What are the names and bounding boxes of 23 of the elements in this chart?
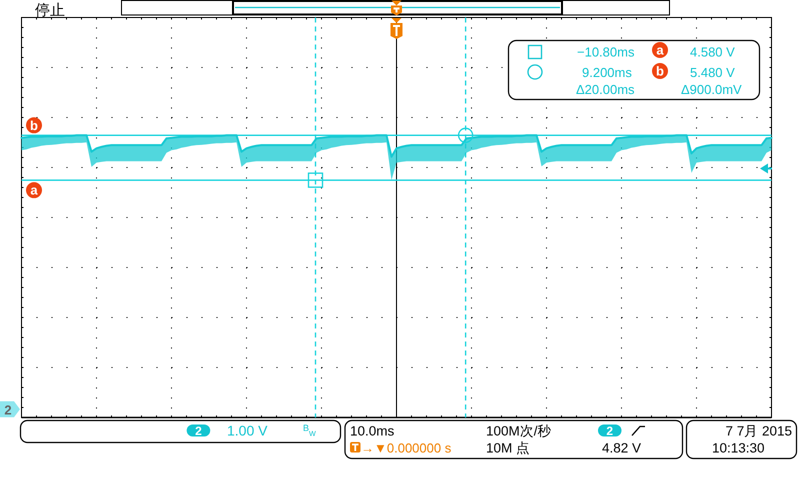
text: 9.200ms	[582, 65, 632, 80]
text: 2	[606, 424, 614, 438]
text: 100M次/秒	[486, 424, 552, 438]
text: Δ900.0mV	[681, 82, 742, 97]
text: 2	[195, 424, 202, 438]
text: Δ20.00ms	[576, 82, 636, 97]
text: a	[656, 42, 664, 58]
text: 停止	[35, 2, 65, 19]
text: 1.00 V	[227, 422, 268, 438]
text: 10.0ms	[350, 424, 395, 438]
text: 4.82 V	[602, 440, 642, 456]
text: 10:13:30	[712, 440, 765, 456]
text: −10.80ms	[577, 44, 635, 60]
ref-line-label: a	[30, 182, 38, 198]
text: 2	[4, 402, 12, 418]
text: 7 7月 2015	[725, 424, 792, 438]
ref-line-label: b	[30, 118, 38, 133]
text: b	[656, 64, 664, 78]
text: 10M 点	[486, 440, 530, 456]
text: →▼0.000000 s	[361, 440, 452, 456]
text: B$_{W}$	[303, 423, 316, 438]
text: 4.580 V	[690, 44, 736, 60]
text: 5.480 V	[690, 65, 736, 80]
